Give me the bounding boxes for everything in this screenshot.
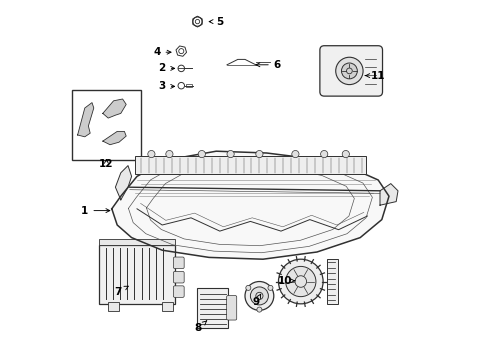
Text: 8: 8 [195, 321, 207, 333]
Bar [72, 90, 141, 160]
Text: 5: 5 [209, 17, 223, 27]
Bar [186, 84, 192, 87]
Circle shape [250, 287, 269, 305]
FancyBboxPatch shape [173, 271, 184, 283]
Text: 12: 12 [99, 159, 114, 169]
Bar [327, 259, 338, 304]
Circle shape [342, 150, 349, 158]
FancyBboxPatch shape [227, 296, 237, 320]
Text: 6: 6 [256, 60, 281, 70]
Circle shape [166, 150, 173, 158]
Circle shape [342, 63, 357, 79]
Circle shape [257, 307, 262, 312]
FancyBboxPatch shape [320, 46, 383, 96]
Polygon shape [116, 166, 132, 200]
Polygon shape [103, 99, 126, 118]
Bar [99, 239, 175, 245]
Polygon shape [103, 131, 126, 145]
Polygon shape [380, 184, 398, 205]
Circle shape [268, 285, 273, 291]
Text: 7: 7 [115, 286, 128, 297]
Text: 3: 3 [159, 81, 174, 91]
Text: 9: 9 [252, 294, 261, 307]
Text: 1: 1 [81, 206, 110, 216]
Circle shape [286, 266, 316, 297]
Circle shape [245, 282, 274, 310]
Text: 4: 4 [153, 47, 171, 57]
Bar [162, 302, 173, 311]
Circle shape [278, 259, 323, 304]
Circle shape [227, 150, 234, 158]
Bar [99, 245, 175, 304]
Text: 10: 10 [277, 276, 295, 286]
Circle shape [246, 285, 251, 291]
Bar [197, 288, 228, 328]
Circle shape [198, 150, 205, 158]
Circle shape [292, 150, 299, 158]
Text: 2: 2 [159, 63, 174, 73]
FancyBboxPatch shape [173, 257, 184, 269]
Circle shape [256, 150, 263, 158]
Bar [108, 302, 119, 311]
Polygon shape [77, 103, 94, 137]
Polygon shape [112, 151, 389, 259]
Circle shape [320, 150, 328, 158]
Circle shape [336, 57, 363, 85]
Text: 11: 11 [366, 71, 386, 81]
Bar [135, 156, 366, 174]
Circle shape [148, 150, 155, 158]
FancyBboxPatch shape [173, 286, 184, 297]
